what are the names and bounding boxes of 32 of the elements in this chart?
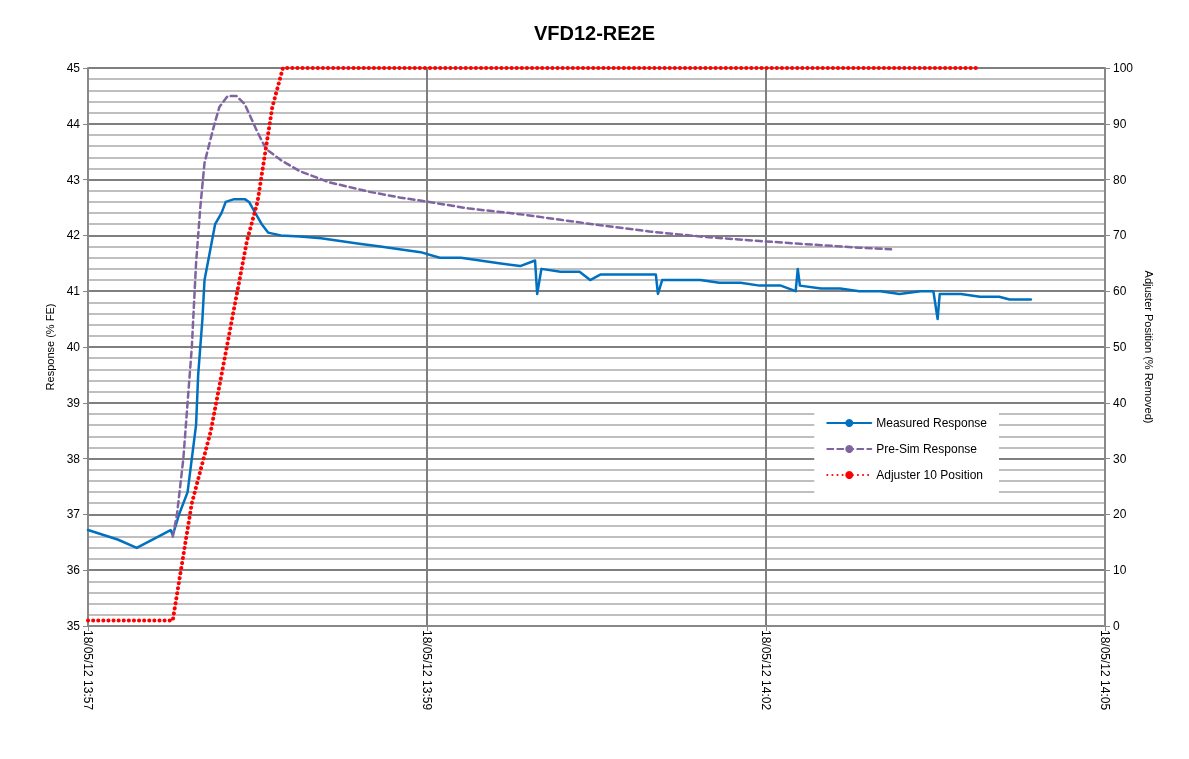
- y-tick-label: 37: [66, 507, 81, 522]
- y-tick-label: 38: [66, 451, 81, 466]
- y2-tick-label: 70: [1113, 228, 1127, 243]
- y2-tick-label: 80: [1113, 172, 1127, 187]
- y-tick-label: 40: [66, 340, 81, 354]
- y2-tick-label: 100: [1113, 61, 1134, 75]
- legend-label: Measured Response: [876, 416, 988, 430]
- legend-label: Pre-Sim Response: [876, 442, 978, 456]
- y2-tick-label: 50: [1113, 340, 1127, 354]
- y2-tick-label: 40: [1113, 395, 1127, 410]
- y-tick-label: 35: [66, 619, 81, 633]
- y-tick-label: 44: [66, 116, 81, 131]
- y-tick-label: 42: [66, 228, 81, 243]
- x-tick-label: 18/05/12 14:02: [759, 630, 773, 711]
- y2-tick-label: 90: [1113, 116, 1127, 131]
- y-tick-label: 45: [66, 61, 81, 75]
- y-tick-label: 43: [66, 172, 81, 187]
- y-tick-label: 39: [66, 395, 81, 410]
- y-tick-label: 36: [66, 563, 81, 578]
- x-tick-label: 18/05/12 13:57: [81, 630, 95, 711]
- y-axis-title: Response (% FE): [44, 303, 57, 391]
- y2-tick-label: 30: [1113, 451, 1127, 466]
- x-tick-label: 18/05/12 14:05: [1098, 630, 1112, 711]
- y-tick-label: 41: [66, 284, 81, 299]
- legend-label: Adjuster 10 Position: [876, 468, 983, 482]
- chart-title: VFD12-RE2E: [533, 22, 656, 44]
- y2-tick-label: 10: [1113, 563, 1127, 578]
- y2-tick-label: 60: [1113, 284, 1127, 299]
- y2-tick-label: 0: [1113, 619, 1120, 633]
- x-tick-label: 18/05/12 13:59: [420, 630, 434, 711]
- y2-axis-title: Adjuster Position (% Removed): [1143, 270, 1156, 424]
- y2-tick-label: 20: [1113, 507, 1127, 522]
